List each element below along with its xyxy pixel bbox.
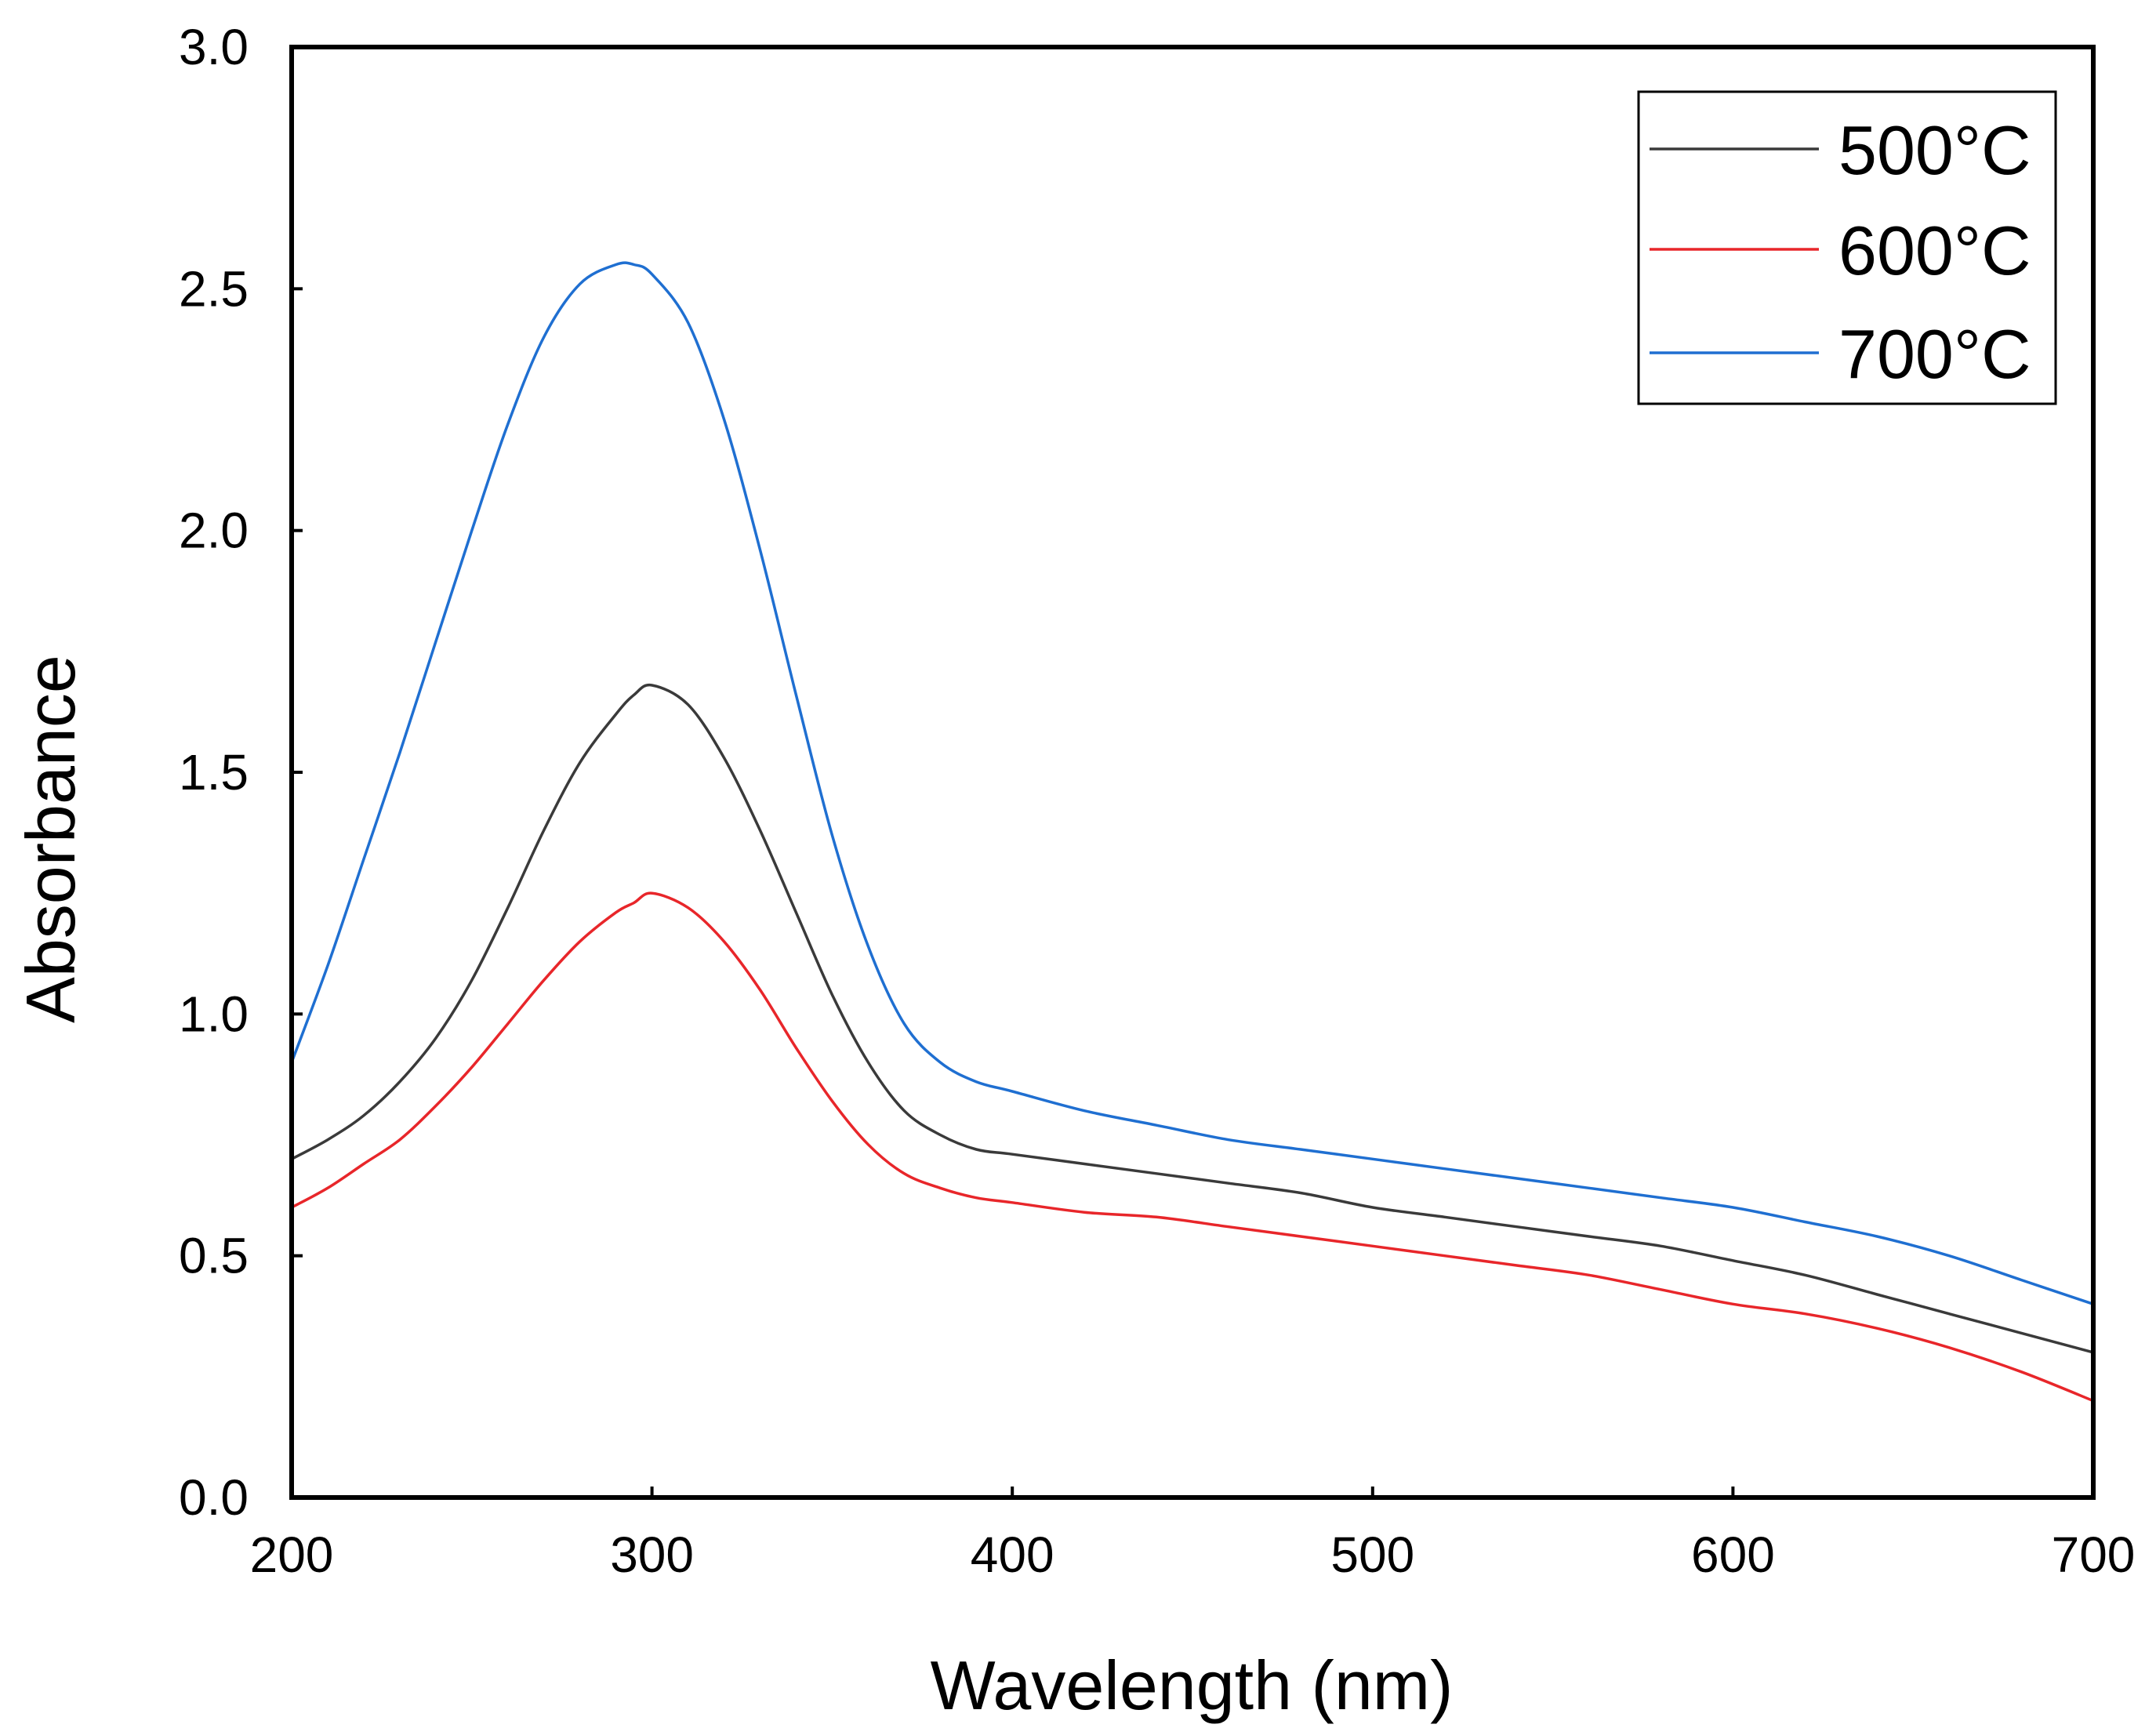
x-tick-label: 700 <box>2052 1527 2136 1583</box>
x-tick-marks <box>290 1487 2095 1497</box>
y-tick-label: 0.0 <box>179 1469 249 1526</box>
y-tick-label: 3.0 <box>179 19 249 75</box>
legend-label-500c: 500°C <box>1838 111 2031 189</box>
x-axis-title: Wavelength (nm) <box>931 1646 1454 1724</box>
x-tick-label: 600 <box>1691 1527 1775 1583</box>
y-tick-marks <box>292 45 303 1499</box>
y-tick-label: 1.0 <box>179 986 249 1042</box>
x-tick-labels: 200 300 400 500 600 700 <box>250 1527 2136 1583</box>
y-tick-label: 2.5 <box>179 260 249 317</box>
series-line-700c <box>290 261 2095 1306</box>
y-tick-label: 1.5 <box>179 744 249 800</box>
series-line-500c <box>290 683 2095 1354</box>
y-tick-label: 0.5 <box>179 1228 249 1284</box>
y-axis-title: Absorbance <box>12 655 89 1023</box>
x-tick-label: 400 <box>971 1527 1054 1583</box>
legend-label-700c: 700°C <box>1838 315 2031 393</box>
y-tick-label: 2.0 <box>179 503 249 559</box>
legend: 500°C 600°C 700°C <box>1637 90 2057 405</box>
x-tick-label: 200 <box>250 1527 334 1583</box>
legend-label-600c: 600°C <box>1838 212 2031 289</box>
x-tick-label: 500 <box>1330 1527 1414 1583</box>
series-line-600c <box>290 891 2095 1403</box>
x-tick-label: 300 <box>610 1527 694 1583</box>
series-group <box>290 261 2095 1403</box>
y-tick-labels: 0.0 0.5 1.0 1.5 2.0 2.5 3.0 <box>179 19 249 1526</box>
